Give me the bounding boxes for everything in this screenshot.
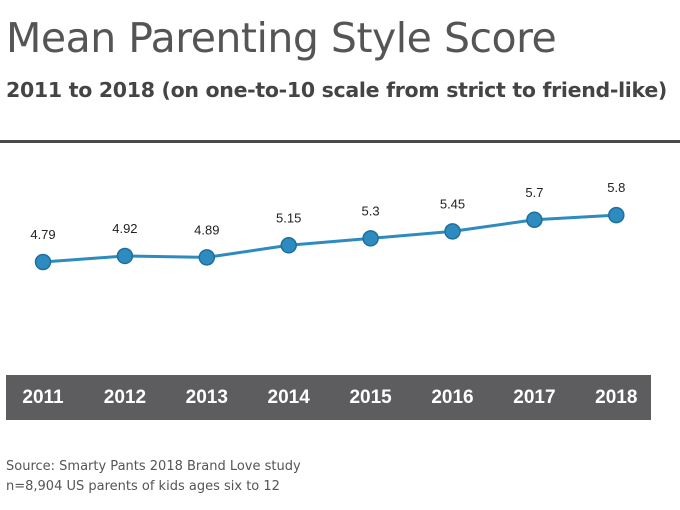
chart-subtitle: 2011 to 2018 (on one-to-10 scale from st… (6, 78, 667, 102)
x-axis-tick-2017: 2017 (513, 387, 556, 408)
series-line (42, 213, 617, 264)
sample-line: n=8,904 US parents of kids ages six to 1… (6, 479, 280, 494)
data-label-2012: 4.92 (112, 221, 137, 236)
data-point-2012 (116, 247, 134, 265)
data-point-2018 (608, 206, 625, 224)
x-axis-tick-2011: 2011 (22, 387, 64, 408)
data-label-2013: 4.89 (194, 222, 219, 237)
data-point-2011 (34, 253, 52, 271)
data-label-layer: 4.79 4.92 4.89 5.15 5.3 5.45 5.7 5.8 (30, 180, 625, 242)
data-point-2014 (280, 237, 297, 254)
x-axis-tick-2013: 2013 (185, 387, 228, 408)
x-axis-tick-2018: 2018 (595, 387, 638, 408)
data-label-2015: 5.3 (362, 203, 380, 218)
x-axis-tick-2012: 2012 (103, 387, 147, 408)
chart-title: Mean Parenting Style Score (6, 14, 557, 62)
title-divider (0, 140, 680, 143)
x-axis-tick-2015: 2015 (349, 387, 392, 408)
data-point-2016 (444, 223, 461, 240)
data-label-2014: 5.15 (276, 210, 301, 225)
source-note: Source: Smarty Pants 2018 Brand Love stu… (6, 457, 301, 497)
data-point-2017 (526, 211, 543, 229)
data-label-2018: 5.8 (607, 180, 625, 195)
data-label-2017: 5.7 (525, 185, 543, 200)
marker-layer (34, 206, 625, 271)
line-chart: 4.79 4.92 4.89 5.15 5.3 5.45 5.7 5.8 (30, 180, 625, 271)
series-layer (42, 213, 617, 264)
data-point-2013 (198, 249, 216, 266)
source-line: Source: Smarty Pants 2018 Brand Love stu… (6, 459, 301, 474)
x-axis-tick-2016: 2016 (431, 387, 474, 408)
x-axis-tick-2014: 2014 (267, 387, 310, 408)
data-point-2015 (362, 230, 379, 247)
x-axis-band: 2011 2012 2013 2014 2015 2016 2017 2018 (6, 375, 651, 420)
data-label-2011: 4.79 (30, 227, 55, 242)
data-label-2016: 5.45 (440, 196, 465, 211)
